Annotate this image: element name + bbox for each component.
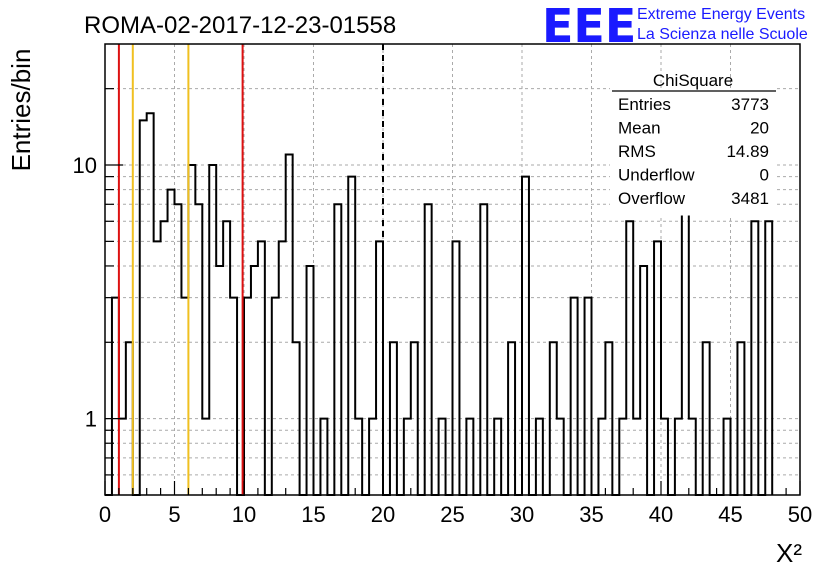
stats-value: 20 [750,119,769,138]
chart-title: ROMA-02-2017-12-23-01558 [84,12,396,39]
stats-label: Mean [618,119,661,138]
x-tick-label: 0 [99,502,111,527]
x-axis-label: X² [776,538,802,568]
logo-mark: EEE [542,0,636,53]
threshold-lines [117,44,384,495]
x-tick-label: 10 [232,502,256,527]
y-axis-label: Entries/bin [6,49,36,172]
x-tick-label: 5 [168,502,180,527]
logo-line-2: La Scienza nelle Scuole [637,26,808,43]
stats-value: 14.89 [726,142,769,161]
stats-label: Underflow [618,166,695,185]
x-tick-label: 20 [371,502,395,527]
y-tick-label: 10 [73,153,97,178]
stats-title: ChiSquare [653,71,733,90]
histogram-bars [105,112,774,496]
y-tick-label: 1 [85,407,97,432]
stats-label: Entries [618,95,671,114]
y-axis-ticks: 1 10 [73,88,123,476]
x-tick-label: 45 [718,502,742,527]
x-axis-ticks: 0 5 10 15 20 25 30 35 40 45 50 [99,481,812,527]
stats-value: 3481 [731,189,769,208]
stats-label: RMS [618,142,656,161]
x-tick-label: 30 [510,502,534,527]
logo-line-1: Extreme Energy Events [637,6,805,23]
x-tick-label: 50 [788,502,812,527]
stats-label: Overflow [618,189,686,208]
stats-box: ChiSquare Entries 3773 Mean 20 RMS 14.89 Under… [610,71,776,216]
x-tick-label: 25 [440,502,464,527]
eee-logo: EEE Extreme Energy Events La Scienza nel… [542,0,808,53]
histogram-outline [105,112,774,496]
x-tick-label: 35 [579,502,603,527]
stats-value: 3773 [731,95,769,114]
x-tick-label: 15 [301,502,325,527]
x-tick-label: 40 [649,502,673,527]
stats-value: 0 [760,166,769,185]
stats-box-background [610,88,776,216]
